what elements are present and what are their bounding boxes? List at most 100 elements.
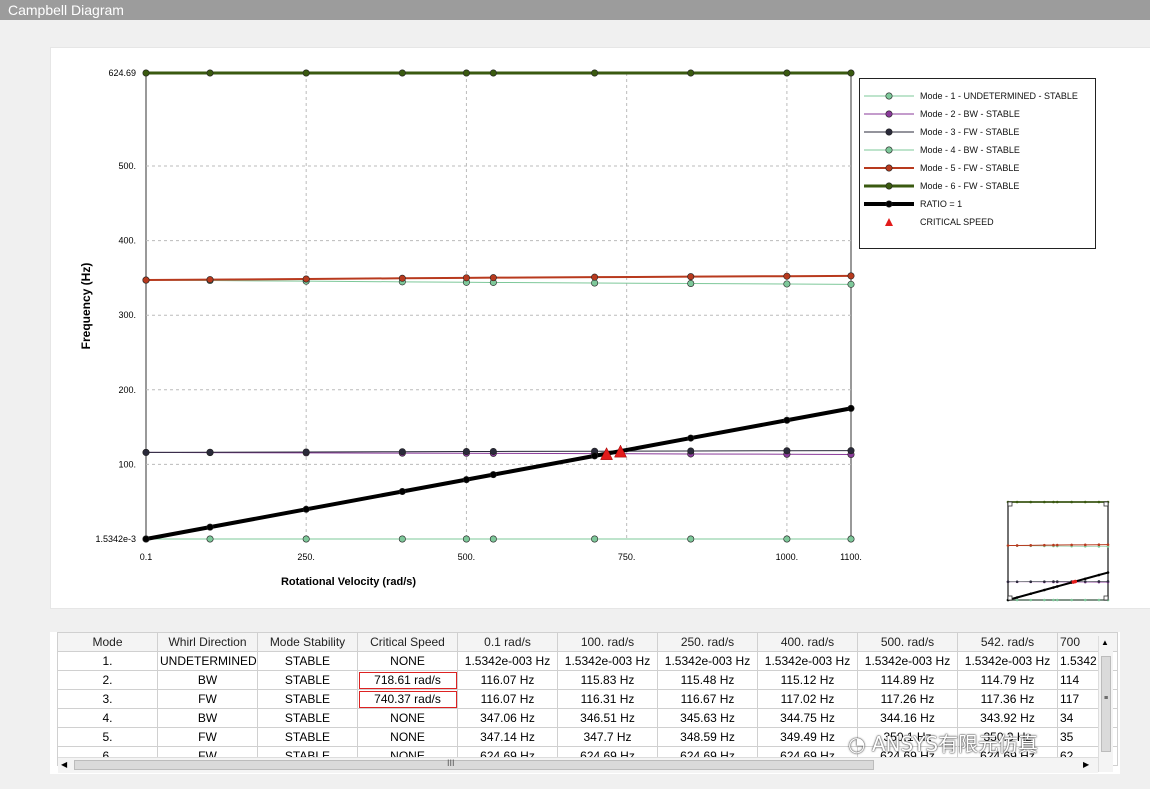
minimap-point bbox=[1043, 598, 1046, 602]
horizontal-scroll-thumb[interactable]: III bbox=[74, 758, 874, 770]
minimap-point bbox=[1006, 580, 1010, 584]
legend-swatch bbox=[864, 164, 914, 172]
table-cell: 114.89 Hz bbox=[857, 670, 958, 690]
data-point bbox=[462, 448, 470, 456]
scroll-up-arrow-icon[interactable]: ▲ bbox=[1101, 638, 1109, 647]
minimap-point bbox=[1052, 543, 1055, 547]
data-point bbox=[462, 274, 470, 282]
data-point bbox=[847, 447, 855, 455]
minimap-point bbox=[1097, 573, 1101, 577]
table-cell: 1.5342e-003 Hz bbox=[857, 651, 958, 671]
y-tick-label: 300. bbox=[118, 310, 136, 320]
table-cell: 117.02 Hz bbox=[757, 689, 858, 709]
results-table: Mode Whirl Direction Mode Stability Critica… bbox=[57, 632, 1118, 766]
minimap-point bbox=[1106, 571, 1110, 574]
data-point bbox=[687, 447, 695, 455]
column-header[interactable]: 250. rad/s bbox=[657, 632, 758, 652]
legend-swatch bbox=[864, 200, 914, 208]
minimap-point bbox=[1043, 543, 1046, 547]
chart-overview-minimap[interactable] bbox=[1006, 500, 1110, 604]
column-header[interactable]: Whirl Direction bbox=[157, 632, 258, 652]
table-cell: 117.26 Hz bbox=[857, 689, 958, 709]
vertical-scrollbar[interactable]: ▲ ≡ bbox=[1098, 636, 1113, 772]
minimap-point bbox=[1083, 500, 1087, 504]
column-header[interactable]: 400. rad/s bbox=[757, 632, 858, 652]
table-cell: 347.14 Hz bbox=[457, 727, 558, 747]
scroll-thumb-glyph: III bbox=[447, 758, 455, 768]
minimap-point bbox=[1106, 543, 1110, 546]
data-point bbox=[302, 275, 310, 283]
column-header[interactable]: 542. rad/s bbox=[957, 632, 1058, 652]
watermark-text: ANSYS有限元仿真 bbox=[871, 732, 1039, 756]
data-point bbox=[206, 448, 214, 456]
table-row[interactable]: 2. BW STABLE 718.61 rad/s 116.07 Hz 115.83 Hz… bbox=[57, 670, 1118, 690]
data-point bbox=[302, 448, 310, 456]
minimap-point bbox=[1070, 500, 1073, 504]
data-point bbox=[847, 280, 855, 288]
table-cell: 115.83 Hz bbox=[557, 670, 658, 690]
vertical-scroll-thumb[interactable]: ≡ bbox=[1101, 656, 1111, 752]
wechat-icon: ◔ bbox=[848, 732, 866, 756]
data-point bbox=[489, 447, 497, 455]
column-header[interactable]: 100. rad/s bbox=[557, 632, 658, 652]
data-point bbox=[142, 448, 150, 456]
table-cell: STABLE bbox=[257, 689, 358, 709]
table-row[interactable]: 4. BW STABLE NONE 347.06 Hz 346.51 Hz 345.63 H… bbox=[57, 708, 1118, 728]
minimap-point bbox=[1097, 500, 1101, 504]
table-cell: 346.51 Hz bbox=[557, 708, 658, 728]
column-header[interactable]: Mode Stability bbox=[257, 632, 358, 652]
critical-speed-marker bbox=[614, 444, 627, 458]
minimap-point bbox=[1097, 580, 1101, 583]
column-header[interactable]: 0.1 rad/s bbox=[457, 632, 558, 652]
table-cell: STABLE bbox=[257, 727, 358, 747]
minimap-point bbox=[1083, 543, 1087, 547]
legend-label: Mode - 4 - BW - STABLE bbox=[920, 145, 1020, 155]
table-cell: 1.5342e-003 Hz bbox=[457, 651, 558, 671]
series-line-4 bbox=[145, 279, 852, 285]
data-point bbox=[142, 69, 150, 77]
data-point bbox=[398, 487, 406, 495]
x-tick-label: 1100. bbox=[840, 552, 862, 562]
minimap-point bbox=[1006, 544, 1010, 547]
critical-speed-marker bbox=[600, 447, 613, 460]
minimap-point bbox=[1052, 586, 1055, 589]
data-point bbox=[783, 69, 791, 77]
table-row[interactable]: 1. UNDETERMINED STABLE NONE 1.5342e-003 Hz 1.… bbox=[57, 651, 1118, 671]
data-point bbox=[302, 69, 310, 77]
table-cell: 115.48 Hz bbox=[657, 670, 758, 690]
data-point bbox=[302, 505, 310, 513]
column-header[interactable]: 500. rad/s bbox=[857, 632, 958, 652]
minimap-point bbox=[1015, 500, 1019, 504]
legend-swatch bbox=[864, 146, 914, 154]
table-cell: FW bbox=[157, 727, 258, 747]
minimap-frame bbox=[1007, 501, 1109, 601]
x-tick-label: 0.1 bbox=[140, 552, 153, 562]
minimap-point bbox=[1055, 500, 1059, 504]
legend-swatch bbox=[864, 182, 914, 190]
data-point bbox=[591, 452, 599, 460]
column-header[interactable]: Critical Speed bbox=[357, 632, 458, 652]
minimap-series bbox=[1007, 544, 1109, 547]
table-cell: 718.61 rad/s bbox=[357, 670, 458, 690]
watermark: ◔ ANSYS有限元仿真 bbox=[848, 728, 1038, 757]
table-row[interactable]: 3. FW STABLE 740.37 rad/s 116.07 Hz 116.31 Hz… bbox=[57, 689, 1118, 709]
scroll-right-arrow-icon[interactable]: ▶ bbox=[1083, 760, 1090, 769]
table-cell: 117.36 Hz bbox=[957, 689, 1058, 709]
legend-label: Mode - 3 - FW - STABLE bbox=[920, 127, 1020, 137]
column-header[interactable]: Mode bbox=[57, 632, 158, 652]
data-point bbox=[847, 69, 855, 77]
data-point bbox=[847, 404, 855, 412]
horizontal-scrollbar[interactable]: ◀ III ▶ bbox=[58, 757, 1098, 773]
minimap-point bbox=[1052, 580, 1055, 583]
data-point bbox=[206, 276, 214, 284]
data-point bbox=[591, 273, 599, 281]
scroll-left-arrow-icon[interactable]: ◀ bbox=[61, 760, 68, 769]
data-point bbox=[398, 69, 406, 77]
data-point bbox=[206, 69, 214, 77]
legend-label: Mode - 2 - BW - STABLE bbox=[920, 109, 1020, 119]
data-point bbox=[206, 523, 214, 531]
data-point bbox=[489, 274, 497, 282]
minimap-point bbox=[1055, 598, 1059, 602]
y-tick-label: 624.69 bbox=[108, 68, 136, 78]
